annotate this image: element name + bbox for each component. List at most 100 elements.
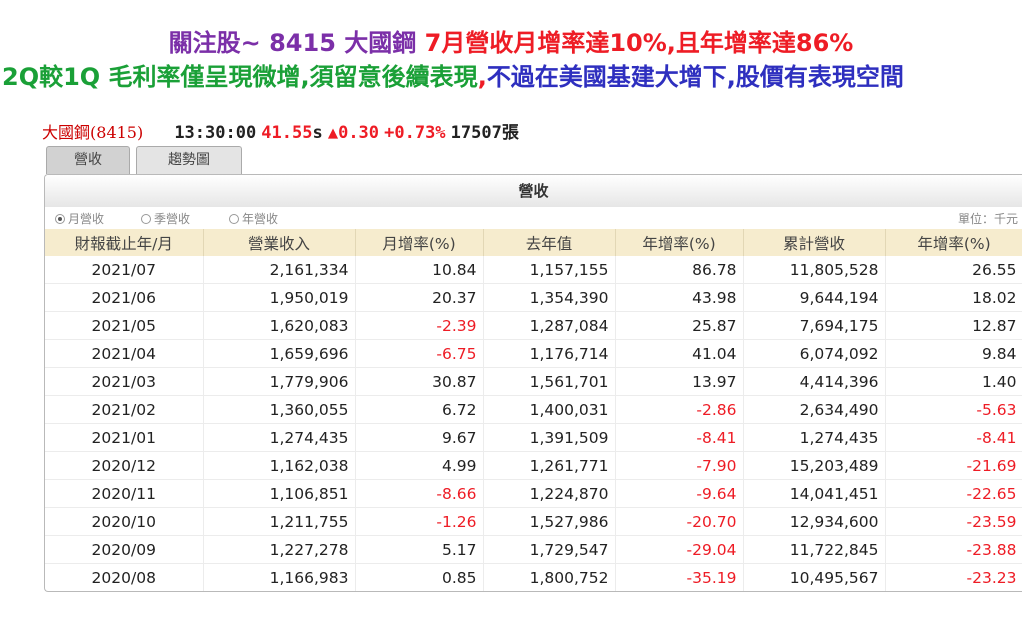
cell-cumulative-yoy: 12.87: [885, 311, 1022, 340]
cell-mom: 0.85: [355, 563, 484, 591]
table-row: 2021/07 2,161,334 10.84 1,157,155 86.78 11,80…: [45, 256, 1022, 284]
col-header-cumulative: 累計營收: [743, 229, 886, 256]
headline-segment: ,: [477, 63, 487, 91]
radio-empty-icon: [141, 214, 151, 224]
stock-code: (8415): [90, 123, 144, 142]
cell-mom: 9.67: [355, 423, 484, 452]
cell-yoy: 43.98: [615, 283, 744, 312]
cell-revenue: 2,161,334: [203, 256, 356, 284]
cell-last-year: 1,561,701: [483, 367, 616, 396]
cell-cumulative: 1,274,435: [743, 423, 886, 452]
cell-period: 2021/03: [45, 367, 204, 396]
cell-mom: -1.26: [355, 507, 484, 536]
cell-period: 2020/09: [45, 535, 204, 564]
cell-cumulative-yoy: -23.88: [885, 535, 1022, 564]
period-radio-group: 月營收 季營收 年營收 單位：千元: [45, 207, 1022, 229]
cell-period: 2020/11: [45, 479, 204, 508]
col-header-revenue: 營業收入: [203, 229, 356, 256]
cell-last-year: 1,391,509: [483, 423, 616, 452]
radio-yearly-revenue[interactable]: 年營收: [229, 210, 278, 227]
cell-yoy: 86.78: [615, 256, 744, 284]
cell-yoy: -35.19: [615, 563, 744, 591]
table-row: 2021/02 1,360,055 6.72 1,400,031 -2.86 2,634,…: [45, 395, 1022, 424]
cell-mom: -2.39: [355, 311, 484, 340]
table-row: 2020/09 1,227,278 5.17 1,729,547 -29.04 11,72…: [45, 535, 1022, 564]
quote-time: 13:30:00: [174, 123, 257, 143]
table-header-row: 財報截止年/月 營業收入 月增率(%) 去年值 年增率(%) 累計營收 年增率(…: [45, 229, 1022, 256]
table-row: 2021/06 1,950,019 20.37 1,354,390 43.98 9,644…: [45, 283, 1022, 312]
up-arrow-icon: ▲: [327, 123, 339, 143]
cell-yoy: -9.64: [615, 479, 744, 508]
stock-quote-bar: 大國鋼(8415) 13:30:00 41.55s ▲0.30 +0.73% 1…: [42, 120, 519, 146]
table-row: 2021/01 1,274,435 9.67 1,391,509 -8.41 1,274,…: [45, 423, 1022, 452]
cell-cumulative: 11,805,528: [743, 256, 886, 284]
cell-period: 2020/08: [45, 563, 204, 591]
cell-last-year: 1,176,714: [483, 339, 616, 368]
panel-title: 營收: [45, 175, 1022, 207]
cell-revenue: 1,360,055: [203, 395, 356, 424]
cell-cumulative-yoy: -8.41: [885, 423, 1022, 452]
cell-mom: 20.37: [355, 283, 484, 312]
cell-mom: 10.84: [355, 256, 484, 284]
cell-period: 2020/12: [45, 451, 204, 480]
headline-segment: 7月營收月增率達10%,且年增率達86%: [424, 29, 854, 57]
table-row: 2020/12 1,162,038 4.99 1,261,771 -7.90 15,203…: [45, 451, 1022, 480]
unit-label: 單位：千元: [957, 212, 1018, 226]
cell-mom: 6.72: [355, 395, 484, 424]
cell-revenue: 1,779,906: [203, 367, 356, 396]
table-row: 2020/10 1,211,755 -1.26 1,527,986 -20.70 12,9…: [45, 507, 1022, 536]
cell-last-year: 1,400,031: [483, 395, 616, 424]
cell-last-year: 1,729,547: [483, 535, 616, 564]
quote-price: 41.55: [261, 123, 313, 143]
cell-yoy: -2.86: [615, 395, 744, 424]
cell-yoy: -7.90: [615, 451, 744, 480]
col-header-last-year: 去年值: [483, 229, 616, 256]
col-header-yoy: 年增率(%): [615, 229, 744, 256]
revenue-table: 財報截止年/月 營業收入 月增率(%) 去年值 年增率(%) 累計營收 年增率(…: [45, 229, 1022, 591]
cell-period: 2020/10: [45, 507, 204, 536]
headline-line-2: 2Q較1Q 毛利率僅呈現微增,須留意後續表現,不過在美國基建大增下,股價有表現空…: [2, 60, 1022, 94]
cell-cumulative-yoy: -21.69: [885, 451, 1022, 480]
cell-cumulative-yoy: -22.65: [885, 479, 1022, 508]
cell-yoy: -29.04: [615, 535, 744, 564]
cell-revenue: 1,620,083: [203, 311, 356, 340]
cell-period: 2021/04: [45, 339, 204, 368]
cell-cumulative-yoy: -23.59: [885, 507, 1022, 536]
cell-mom: -6.75: [355, 339, 484, 368]
quote-change: 0.30: [338, 123, 380, 143]
cell-revenue: 1,166,983: [203, 563, 356, 591]
cell-mom: 4.99: [355, 451, 484, 480]
cell-cumulative-yoy: 1.40: [885, 367, 1022, 396]
cell-cumulative-yoy: 26.55: [885, 256, 1022, 284]
col-header-mom: 月增率(%): [355, 229, 484, 256]
stock-name: 大國鋼(8415): [42, 123, 144, 142]
cell-yoy: 41.04: [615, 339, 744, 368]
cell-period: 2021/01: [45, 423, 204, 452]
cell-mom: 5.17: [355, 535, 484, 564]
cell-cumulative: 6,074,092: [743, 339, 886, 368]
cell-revenue: 1,659,696: [203, 339, 356, 368]
tab-revenue[interactable]: 營收: [46, 146, 130, 174]
cell-cumulative: 4,414,396: [743, 367, 886, 396]
cell-last-year: 1,157,155: [483, 256, 616, 284]
tab-trend-chart[interactable]: 趨勢圖: [136, 146, 242, 174]
quote-price-flag: s: [312, 123, 323, 143]
cell-revenue: 1,106,851: [203, 479, 356, 508]
radio-monthly-revenue[interactable]: 月營收: [55, 210, 104, 227]
headline-line-1: 關注股~ 8415 大國鋼 7月營收月增率達10%,且年增率達86%: [0, 26, 1022, 60]
cell-revenue: 1,162,038: [203, 451, 356, 480]
headline-segment: 不過在美國基建大增下,股價有表現空間: [486, 63, 904, 91]
table-row: 2021/03 1,779,906 30.87 1,561,701 13.97 4,414…: [45, 367, 1022, 396]
revenue-panel: 營收 月營收 季營收 年營收 單位：千元 財報截止年/月 營業收入 月增率(%)…: [44, 174, 1022, 592]
table-row: 2021/05 1,620,083 -2.39 1,287,084 25.87 7,694…: [45, 311, 1022, 340]
radio-quarterly-revenue[interactable]: 季營收: [141, 210, 190, 227]
cell-yoy: -20.70: [615, 507, 744, 536]
cell-cumulative: 11,722,845: [743, 535, 886, 564]
cell-cumulative: 15,203,489: [743, 451, 886, 480]
cell-period: 2021/07: [45, 256, 204, 284]
cell-last-year: 1,224,870: [483, 479, 616, 508]
cell-cumulative-yoy: 9.84: [885, 339, 1022, 368]
cell-yoy: 13.97: [615, 367, 744, 396]
cell-last-year: 1,800,752: [483, 563, 616, 591]
table-row: 2020/08 1,166,983 0.85 1,800,752 -35.19 10,49…: [45, 563, 1022, 591]
